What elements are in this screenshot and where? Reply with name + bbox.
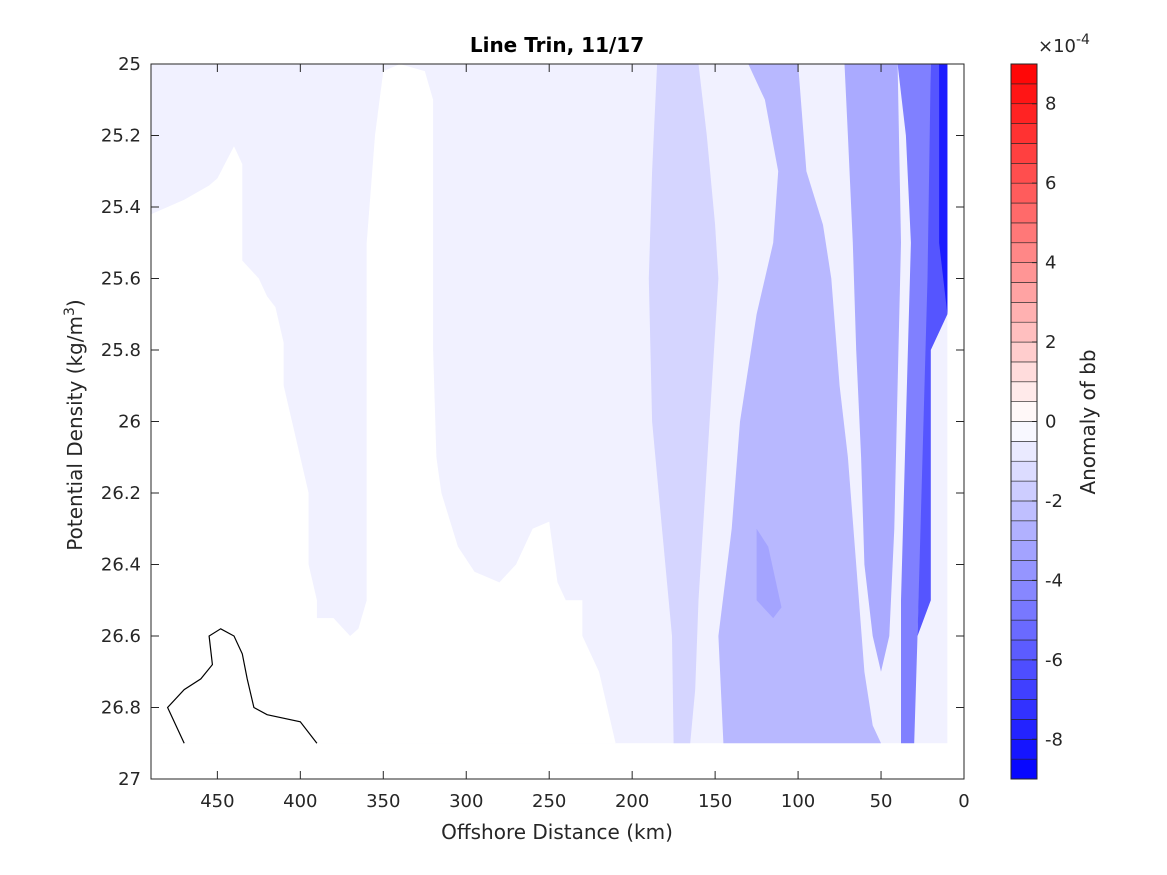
colorbar-swatch (1010, 560, 1038, 581)
colorbar-tick-label: 0 (1045, 412, 1056, 433)
y-tick-label: 25.4 (101, 197, 141, 218)
colorbar-swatch (1010, 738, 1038, 760)
colorbar-swatch (1010, 699, 1038, 720)
colorbar-tick-label: -8 (1045, 729, 1063, 750)
contour-lines (166, 628, 318, 744)
contour-region-white-island-2 (466, 671, 483, 690)
colorbar-swatch (1010, 123, 1038, 144)
x-tick-label: 400 (283, 791, 317, 812)
colorbar-swatch (1010, 103, 1038, 124)
y-axis-label-close: ) (63, 299, 87, 307)
colorbar-swatch (1010, 639, 1038, 661)
x-tick-label: 150 (698, 791, 732, 812)
colorbar-swatch (1010, 421, 1038, 442)
colorbar-swatch (1010, 361, 1038, 383)
colorbar-exponent: ×10-4 (1038, 32, 1090, 57)
colorbar-tick-label: -2 (1045, 491, 1063, 512)
colorbar-swatch (1010, 500, 1038, 522)
colorbar-label: Anomaly of bb (1076, 349, 1100, 494)
x-tick-label: 200 (615, 791, 649, 812)
colorbar-exponent-value: -4 (1076, 32, 1090, 48)
y-tick-label: 25.8 (101, 340, 141, 361)
contour-region-band-35-25 (897, 64, 931, 744)
colorbar-swatch (1010, 401, 1038, 422)
colorbar-swatch (1010, 63, 1038, 85)
colorbar-swatch (1010, 222, 1038, 244)
plot-area: 450 400 350 300 250 200 150 100 50 0 2525.225.425… (101, 54, 970, 812)
y-tick-label: 25 (118, 54, 141, 75)
contour-region-white-core (151, 64, 616, 744)
x-tick-label: 450 (200, 791, 234, 812)
colorbar-swatch (1010, 540, 1038, 561)
colorbar-tick-label: 6 (1045, 173, 1056, 194)
contour-region-blob-120 (756, 528, 782, 619)
x-tick-label: 300 (449, 791, 483, 812)
y-tick-label: 26.4 (101, 555, 141, 576)
x-axis: 450 400 350 300 250 200 150 100 50 0 (200, 64, 970, 812)
colorbar-tick-label: -4 (1045, 570, 1063, 591)
colorbar-swatch (1010, 599, 1038, 621)
y-tick-label: 27 (118, 769, 141, 790)
contour-fill-regions (151, 64, 948, 744)
colorbar-swatch (1010, 302, 1038, 323)
x-tick-label: 50 (870, 791, 893, 812)
colorbar-swatch (1010, 381, 1038, 402)
y-tick-label: 26.6 (101, 626, 141, 647)
colorbar-swatch (1010, 480, 1038, 502)
colorbar-swatch (1010, 460, 1038, 482)
colorbar-swatch (1010, 719, 1038, 740)
colorbar-swatch (1010, 520, 1038, 541)
chart-title: Line Trin, 11/17 (470, 33, 644, 57)
x-tick-label: 350 (366, 791, 400, 812)
colorbar-swatch (1010, 163, 1038, 184)
colorbar-swatch (1010, 143, 1038, 164)
colorbar-swatch (1010, 202, 1038, 224)
colorbar-swatch (1010, 758, 1038, 780)
colorbar-ticks: -8 -6 -4 -2 0 2 4 6 8 (1032, 94, 1063, 750)
colorbar-swatch (1010, 83, 1038, 105)
x-tick-label: 100 (781, 791, 815, 812)
colorbar-tick-label: 4 (1045, 253, 1056, 274)
colorbar-exponent-prefix: ×10 (1038, 36, 1076, 57)
colorbar-swatch (1010, 679, 1038, 700)
colorbar-swatch (1010, 242, 1038, 263)
contour-region-white-island-1 (516, 653, 553, 708)
x-axis-label: Offshore Distance (km) (441, 820, 673, 844)
contour-region-band-160-120 (648, 64, 719, 744)
y-tick-label: 26.8 (101, 698, 141, 719)
colorbar-swatch (1010, 182, 1038, 204)
contour-line-0 (166, 628, 318, 744)
y-axis: 25 25.2 25.4 25.6 25.8 26 26.2 26.4 26.6 26.8 27 (101, 54, 964, 790)
colorbar-swatch (1010, 262, 1038, 283)
colorbar-swatch (1010, 580, 1038, 601)
colorbar-swatch (1010, 659, 1038, 680)
colorbar-tick-label: 8 (1045, 94, 1056, 115)
y-axis-label-main: Potential Density (kg/m (63, 316, 87, 551)
y-axis-label-superscript: 3 (62, 307, 78, 316)
y-tick-label: 26.2 (101, 483, 141, 504)
y-tick-label: 25.6 (101, 269, 141, 290)
contour-region-band-65-35 (844, 64, 901, 672)
x-tick-label: 0 (958, 791, 969, 812)
colorbar-swatch (1010, 282, 1038, 303)
colorbar-tick-label: 2 (1045, 332, 1056, 353)
colorbar-tick-label: -6 (1045, 650, 1063, 671)
colorbar-swatch (1010, 321, 1038, 343)
y-tick-label: 25.2 (101, 126, 141, 147)
contour-region-band-15-10 (939, 64, 948, 315)
y-axis-label: Potential Density (kg/m3) (62, 299, 87, 550)
colorbar-swatch (1010, 619, 1038, 641)
y-tick-label: 26 (118, 412, 141, 433)
colorbar-swatch (1010, 441, 1038, 462)
colorbar-swatch (1010, 341, 1038, 363)
x-tick-label: 250 (532, 791, 566, 812)
